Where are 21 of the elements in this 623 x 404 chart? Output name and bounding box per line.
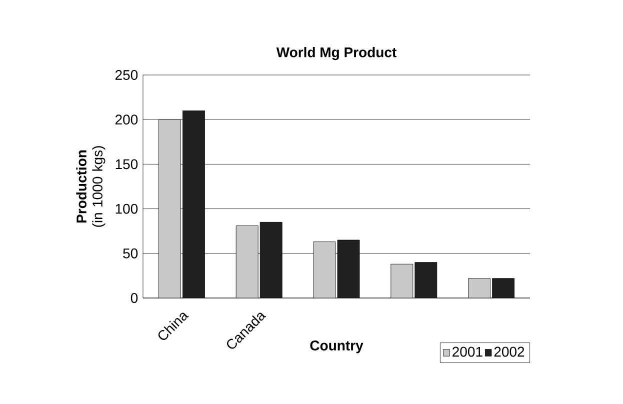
y-tick-label: 0 xyxy=(130,293,138,303)
y-tick-label: 250 xyxy=(115,70,138,80)
y-axis-title: Production (in 1000 kgs) xyxy=(76,146,106,227)
y-tick-label: 50 xyxy=(123,248,138,258)
bar xyxy=(390,264,414,298)
bar xyxy=(260,222,282,298)
bar xyxy=(236,226,258,298)
bar xyxy=(182,110,205,298)
bar xyxy=(414,262,438,298)
y-tick-label: 100 xyxy=(116,204,138,214)
y-tick-label: 200 xyxy=(115,114,138,125)
bar xyxy=(492,278,514,298)
bar xyxy=(158,119,181,298)
bar xyxy=(337,240,360,298)
legend-label: 2002 xyxy=(494,346,524,357)
chart-title: World Mg Product xyxy=(276,47,396,60)
legend-label: 2001 xyxy=(452,346,482,357)
y-tick-label: 150 xyxy=(116,159,138,170)
bar xyxy=(313,242,336,298)
x-axis-title: Country xyxy=(310,340,364,354)
bar xyxy=(468,278,490,298)
